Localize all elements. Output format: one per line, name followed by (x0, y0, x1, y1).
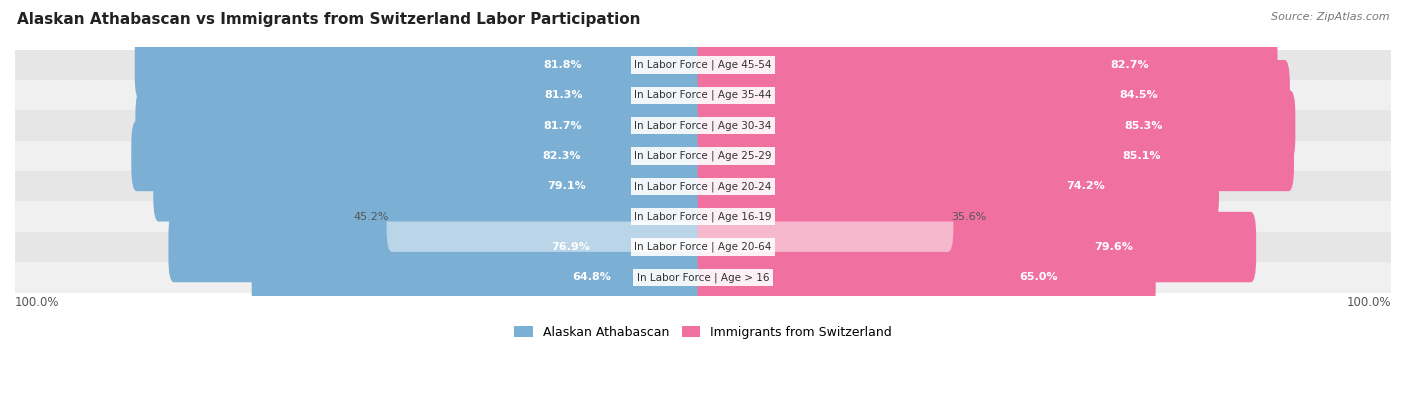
Text: In Labor Force | Age 45-54: In Labor Force | Age 45-54 (634, 60, 772, 70)
FancyBboxPatch shape (697, 30, 1278, 100)
FancyBboxPatch shape (697, 90, 1295, 161)
Text: 76.9%: 76.9% (551, 242, 591, 252)
Text: In Labor Force | Age > 16: In Labor Force | Age > 16 (637, 272, 769, 283)
Text: In Labor Force | Age 30-34: In Labor Force | Age 30-34 (634, 120, 772, 131)
FancyBboxPatch shape (153, 151, 709, 222)
FancyBboxPatch shape (135, 30, 709, 100)
Text: Alaskan Athabascan vs Immigrants from Switzerland Labor Participation: Alaskan Athabascan vs Immigrants from Sw… (17, 12, 640, 27)
Text: In Labor Force | Age 16-19: In Labor Force | Age 16-19 (634, 211, 772, 222)
Text: 65.0%: 65.0% (1019, 273, 1057, 282)
Text: 82.7%: 82.7% (1111, 60, 1149, 70)
Text: In Labor Force | Age 35-44: In Labor Force | Age 35-44 (634, 90, 772, 100)
Bar (15, 141, 1391, 171)
Text: 81.8%: 81.8% (543, 60, 582, 70)
FancyBboxPatch shape (387, 181, 709, 252)
Text: 81.7%: 81.7% (543, 120, 582, 131)
Bar (15, 232, 1391, 262)
Text: 81.3%: 81.3% (544, 90, 582, 100)
Text: 100.0%: 100.0% (15, 296, 59, 309)
Text: In Labor Force | Age 25-29: In Labor Force | Age 25-29 (634, 150, 772, 161)
Text: 79.1%: 79.1% (547, 181, 586, 191)
Text: 35.6%: 35.6% (952, 212, 987, 222)
Text: 85.3%: 85.3% (1123, 120, 1163, 131)
Bar (15, 201, 1391, 232)
Legend: Alaskan Athabascan, Immigrants from Switzerland: Alaskan Athabascan, Immigrants from Swit… (509, 321, 897, 344)
Text: 45.2%: 45.2% (353, 212, 388, 222)
Text: In Labor Force | Age 20-64: In Labor Force | Age 20-64 (634, 242, 772, 252)
FancyBboxPatch shape (697, 212, 1256, 282)
Text: Source: ZipAtlas.com: Source: ZipAtlas.com (1271, 12, 1389, 22)
Text: 85.1%: 85.1% (1123, 151, 1161, 161)
FancyBboxPatch shape (138, 60, 709, 130)
Bar (15, 80, 1391, 110)
FancyBboxPatch shape (169, 212, 709, 282)
Bar (15, 262, 1391, 293)
Text: 82.3%: 82.3% (543, 151, 581, 161)
Text: 100.0%: 100.0% (1347, 296, 1391, 309)
Bar (15, 110, 1391, 141)
Text: 64.8%: 64.8% (572, 273, 612, 282)
Text: 84.5%: 84.5% (1119, 90, 1159, 100)
FancyBboxPatch shape (697, 121, 1294, 191)
Text: 74.2%: 74.2% (1067, 181, 1105, 191)
Text: In Labor Force | Age 20-24: In Labor Force | Age 20-24 (634, 181, 772, 192)
FancyBboxPatch shape (697, 60, 1289, 130)
Bar (15, 50, 1391, 80)
FancyBboxPatch shape (697, 151, 1219, 222)
Bar (15, 171, 1391, 201)
FancyBboxPatch shape (697, 181, 953, 252)
FancyBboxPatch shape (697, 242, 1156, 313)
FancyBboxPatch shape (252, 242, 709, 313)
FancyBboxPatch shape (135, 90, 709, 161)
FancyBboxPatch shape (131, 121, 709, 191)
Text: 79.6%: 79.6% (1094, 242, 1133, 252)
